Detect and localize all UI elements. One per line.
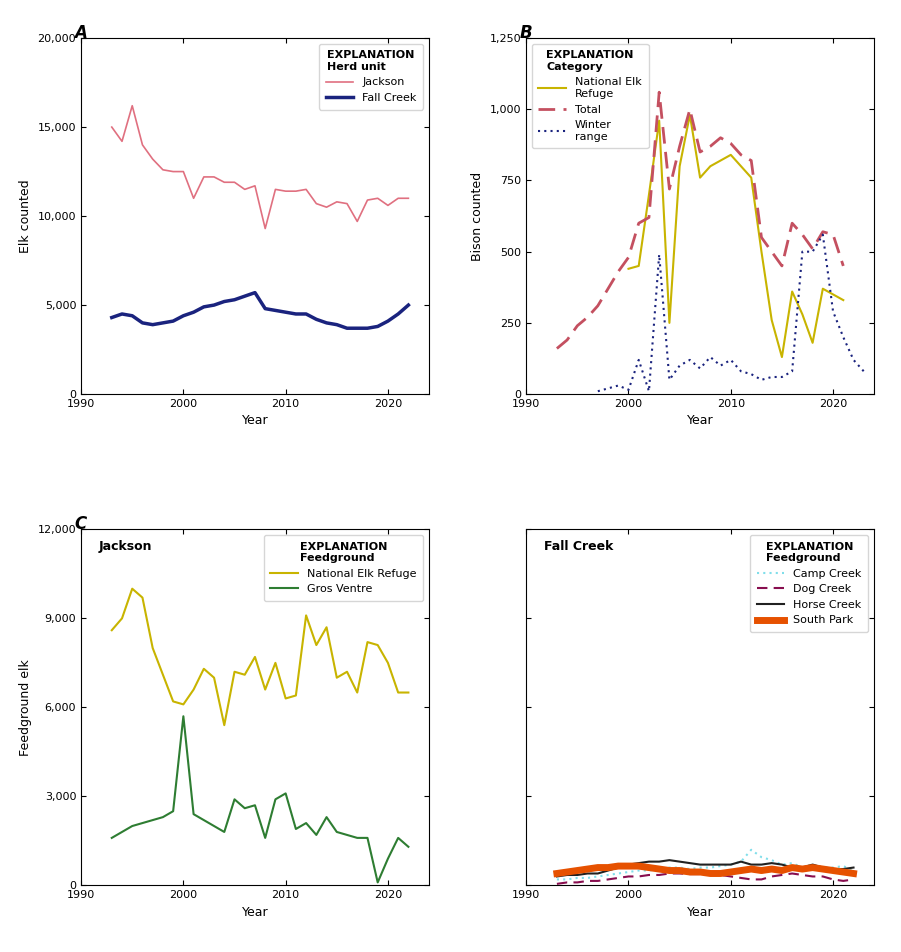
Legend: National Elk Refuge, Gros Ventre: National Elk Refuge, Gros Ventre (264, 535, 423, 601)
Text: Fall Creek: Fall Creek (543, 540, 613, 553)
Y-axis label: Elk counted: Elk counted (19, 179, 32, 253)
X-axis label: Year: Year (241, 905, 268, 919)
Text: C: C (74, 515, 86, 533)
X-axis label: Year: Year (687, 905, 714, 919)
Legend: National Elk
Refuge, Total, Winter
range: National Elk Refuge, Total, Winter range (532, 44, 649, 149)
Text: A: A (74, 24, 87, 42)
Text: Jackson: Jackson (98, 540, 152, 553)
X-axis label: Year: Year (687, 414, 714, 427)
Y-axis label: Bison counted: Bison counted (471, 171, 484, 261)
Y-axis label: Feedground elk: Feedground elk (19, 659, 32, 756)
Legend: Camp Creek, Dog Creek, Horse Creek, South Park: Camp Creek, Dog Creek, Horse Creek, Sout… (750, 535, 869, 632)
Text: B: B (519, 24, 532, 42)
Legend: Jackson, Fall Creek: Jackson, Fall Creek (319, 44, 423, 109)
X-axis label: Year: Year (241, 414, 268, 427)
